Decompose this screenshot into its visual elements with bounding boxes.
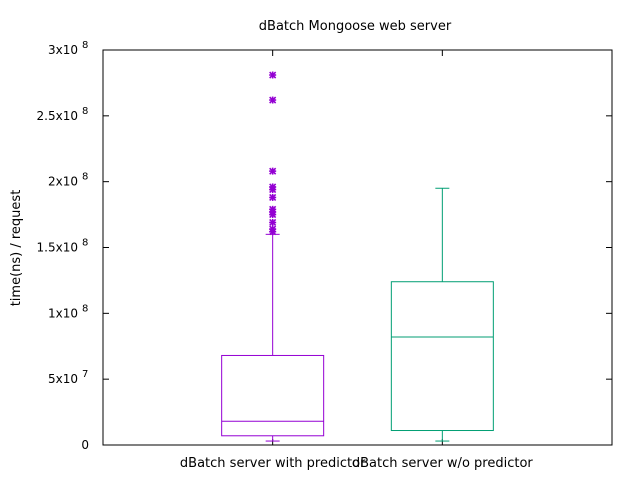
y-tick-mantissa: 0: [81, 438, 89, 452]
outlier-point: [269, 167, 277, 175]
outlier-point: [269, 218, 277, 227]
y-axis-ticks: 0 5x10 7 1x10 8 1.5x10 8 2x10 8 2.5x10 8 3x10 8: [37, 40, 612, 452]
y-tick-exponent: 8: [82, 40, 88, 51]
box-1: [221, 71, 325, 442]
y-tick-label: 2x10: [48, 175, 78, 189]
y-tick-label: 2.5x10: [37, 109, 78, 123]
box-series: [221, 71, 494, 442]
y-tick-label: 0: [81, 438, 89, 452]
y-tick-label: 1.5x10: [37, 241, 78, 255]
box-2: [390, 187, 494, 442]
y-tick-exponent: 7: [82, 369, 88, 380]
x-tick-label: dBatch server w/o predictor: [352, 456, 534, 471]
outlier-point: [269, 205, 277, 213]
y-tick-exponent: 8: [82, 106, 88, 117]
outlier-point: [269, 225, 277, 233]
chart-title: dBatch Mongoose web server: [259, 19, 452, 34]
y-tick-mantissa: 2.5x10: [37, 109, 78, 123]
outlier-point: [269, 183, 277, 191]
y-tick-exponent: 8: [82, 303, 88, 314]
y-tick-label: 1x10: [48, 306, 78, 320]
y-tick-label: 5x10: [48, 372, 78, 386]
outlier-point: [269, 193, 277, 202]
outlier-point: [269, 96, 277, 104]
y-tick-mantissa: 5x10: [48, 372, 78, 386]
box-iqr: [390, 281, 494, 432]
x-tick-label: dBatch server with predictor: [180, 456, 366, 471]
y-tick-mantissa: 1x10: [48, 306, 78, 320]
y-tick-exponent: 8: [82, 238, 88, 249]
y-tick-mantissa: 1.5x10: [37, 241, 78, 255]
outlier-point: [269, 71, 277, 79]
plot-frame: [102, 49, 613, 446]
box-iqr: [221, 354, 325, 437]
y-tick-label: 3x10: [48, 43, 78, 57]
y-tick-mantissa: 3x10: [48, 43, 78, 57]
y-tick-exponent: 8: [82, 172, 88, 183]
y-axis-label: time(ns) / request: [9, 190, 24, 307]
y-tick-mantissa: 2x10: [48, 175, 78, 189]
